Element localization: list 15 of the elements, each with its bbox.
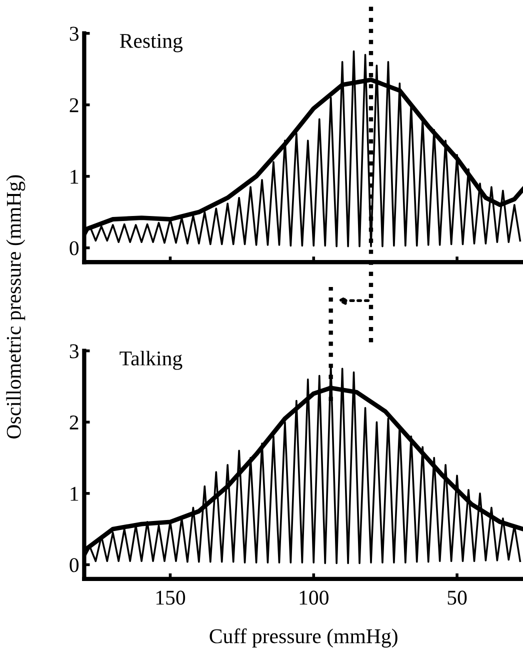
y-axis-title: Oscillometric pressure (mmHg) [6, 175, 26, 438]
y-tick-label: 0 [70, 241, 79, 256]
y-tick-label: 1 [70, 486, 78, 501]
x-tick-label: 50 [448, 590, 467, 605]
y-tick-label: 2 [70, 416, 78, 430]
y-tick-label: 3 [70, 26, 79, 41]
x-axis-title: Cuff pressure (mmHg) [210, 628, 398, 648]
y-tick-label: 2 [70, 98, 78, 112]
chart-title: Talking [120, 350, 182, 370]
x-tick-label: 150 [156, 590, 186, 605]
y-tick-label: 0 [70, 558, 79, 572]
chart-title: Resting [120, 34, 183, 52]
y-tick-label: 3 [70, 344, 79, 358]
x-tick-label: 100 [300, 590, 328, 605]
y-tick-label: 1 [70, 170, 78, 184]
